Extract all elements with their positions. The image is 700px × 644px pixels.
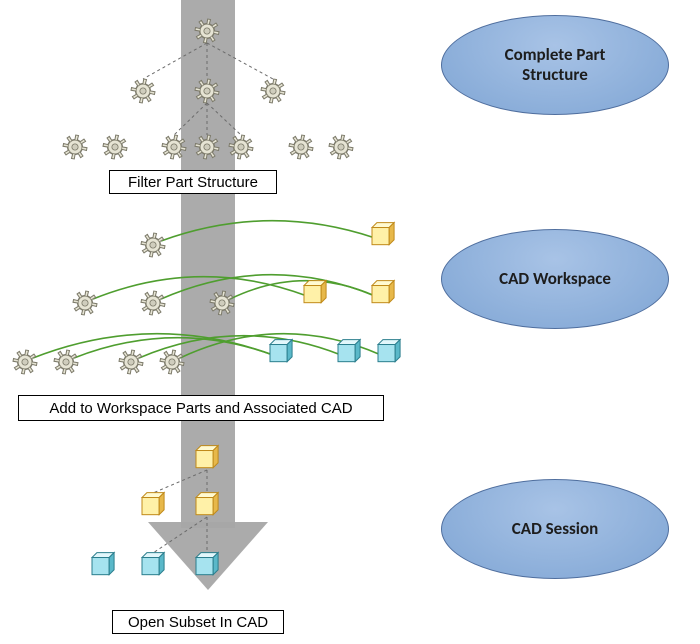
gear-icon [210, 291, 234, 315]
gear-icon [119, 350, 143, 374]
callout-label: CAD Workspace [499, 269, 611, 289]
gear-icon [195, 19, 219, 43]
cube-icon [196, 446, 218, 468]
cube-icon [304, 281, 326, 303]
gear-icon [73, 291, 97, 315]
cube-icon [92, 553, 114, 575]
cube-icon [372, 281, 394, 303]
cube-icon [142, 493, 164, 515]
cube-icon [378, 340, 400, 362]
step-label-l3: Open Subset In CAD [112, 610, 284, 634]
cube-icon [196, 553, 218, 575]
callout-e1: Complete Part Structure [441, 15, 669, 115]
gear-icon [141, 233, 165, 257]
callout-label: Complete Part Structure [505, 45, 606, 84]
callout-e2: CAD Workspace [441, 229, 669, 329]
cube-icon [142, 553, 164, 575]
gear-icon [162, 135, 186, 159]
callout-e3: CAD Session [441, 479, 669, 579]
gear-icon [160, 350, 184, 374]
gear-icon [195, 135, 219, 159]
step-label-text: Add to Workspace Parts and Associated CA… [49, 400, 352, 417]
gear-icon [13, 350, 37, 374]
gear-icon [289, 135, 313, 159]
step-label-l1: Filter Part Structure [109, 170, 277, 194]
cube-icon [196, 493, 218, 515]
gear-icon [141, 291, 165, 315]
gear-icon [195, 79, 219, 103]
gear-icon [229, 135, 253, 159]
gear-icon [103, 135, 127, 159]
callout-label: CAD Session [512, 519, 598, 539]
step-label-text: Filter Part Structure [128, 174, 258, 191]
step-label-text: Open Subset In CAD [128, 614, 268, 631]
gear-icon [63, 135, 87, 159]
gear-icon [261, 79, 285, 103]
gear-icon [131, 79, 155, 103]
gear-icon [329, 135, 353, 159]
cube-icon [270, 340, 292, 362]
cube-icon [338, 340, 360, 362]
gear-icon [54, 350, 78, 374]
step-label-l2: Add to Workspace Parts and Associated CA… [18, 395, 384, 421]
cube-icon [372, 223, 394, 245]
